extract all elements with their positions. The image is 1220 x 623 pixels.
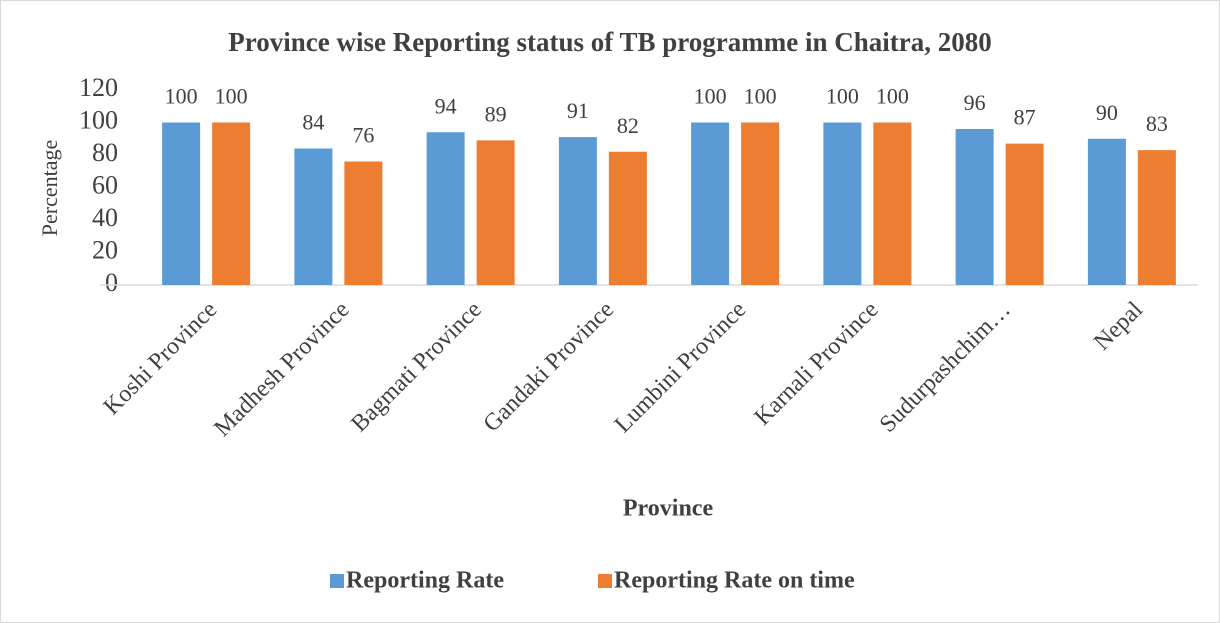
bar bbox=[558, 137, 597, 285]
bar bbox=[162, 122, 201, 285]
legend-swatch bbox=[330, 574, 344, 588]
data-label: 76 bbox=[352, 123, 374, 148]
data-label: 96 bbox=[964, 90, 986, 115]
x-axis-title: Province bbox=[623, 496, 714, 522]
y-tick-label: 20 bbox=[92, 235, 118, 264]
y-tick-label: 80 bbox=[92, 138, 118, 167]
bar bbox=[691, 122, 730, 285]
bar bbox=[1087, 138, 1126, 285]
data-label: 94 bbox=[435, 93, 457, 118]
bar bbox=[608, 151, 647, 285]
data-label: 83 bbox=[1146, 111, 1168, 136]
legend-swatch bbox=[598, 574, 612, 588]
data-label: 84 bbox=[302, 110, 324, 135]
legend-label: Reporting Rate on time bbox=[614, 568, 855, 594]
y-tick-label: 120 bbox=[79, 73, 118, 102]
bar bbox=[1137, 150, 1176, 285]
data-label: 100 bbox=[215, 84, 248, 109]
bar bbox=[344, 161, 383, 285]
data-label: 100 bbox=[744, 84, 777, 109]
bar bbox=[1005, 143, 1044, 285]
bar bbox=[212, 122, 251, 285]
data-label: 100 bbox=[165, 84, 198, 109]
data-label: 90 bbox=[1096, 100, 1118, 125]
y-tick-label: 0 bbox=[105, 268, 118, 297]
y-tick-label: 60 bbox=[92, 170, 118, 199]
bar bbox=[476, 140, 515, 285]
data-label: 91 bbox=[567, 98, 589, 123]
y-tick-label: 40 bbox=[92, 203, 118, 232]
data-label: 100 bbox=[694, 84, 727, 109]
bar bbox=[294, 148, 333, 285]
legend-label: Reporting Rate bbox=[346, 568, 504, 594]
data-label: 100 bbox=[876, 84, 909, 109]
bar bbox=[823, 122, 862, 285]
bar bbox=[426, 132, 465, 285]
bar bbox=[741, 122, 780, 285]
y-axis-title: Percentage bbox=[37, 140, 62, 237]
chart-title: Province wise Reporting status of TB pro… bbox=[228, 27, 991, 57]
data-label: 100 bbox=[826, 84, 859, 109]
data-label: 82 bbox=[617, 113, 639, 138]
bar bbox=[873, 122, 912, 285]
y-tick-label: 100 bbox=[79, 105, 118, 134]
data-label: 87 bbox=[1014, 105, 1036, 130]
data-label: 89 bbox=[485, 101, 507, 126]
bar bbox=[955, 129, 994, 285]
